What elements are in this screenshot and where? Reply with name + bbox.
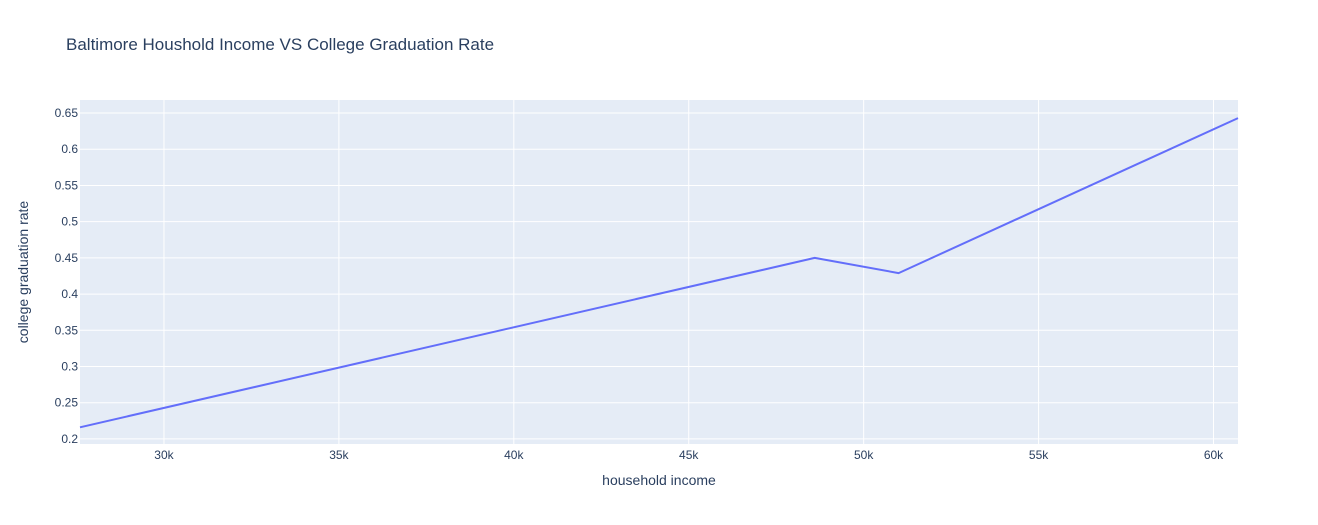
y-tick-label: 0.6: [61, 142, 78, 156]
y-tick-label: 0.55: [55, 178, 79, 192]
x-tick-label: 40k: [504, 448, 524, 462]
series-layer: [79, 117, 1239, 429]
y-tick-label: 0.25: [55, 396, 79, 410]
y-tick-label: 0.4: [61, 287, 78, 301]
chart-title: Baltimore Houshold Income VS College Gra…: [66, 35, 494, 54]
x-tick-label: 50k: [854, 448, 874, 462]
y-tick-label: 0.65: [55, 106, 79, 120]
plot-background: [80, 100, 1238, 444]
x-axis-ticks: 30k 35k 40k 45k 50k 55k 60k: [154, 448, 1224, 462]
y-tick-label: 0.2: [61, 432, 78, 446]
x-tick-label: 55k: [1029, 448, 1049, 462]
y-tick-label: 0.35: [55, 323, 79, 337]
x-tick-label: 35k: [329, 448, 349, 462]
x-tick-label: 45k: [679, 448, 699, 462]
y-tick-label: 0.3: [61, 360, 78, 374]
y-axis-label: college graduation rate: [15, 201, 31, 344]
y-axis-ticks: 0.2 0.25 0.3 0.35 0.4 0.45 0.5 0.55 0.6 0.65: [55, 106, 79, 446]
x-tick-label: 60k: [1204, 448, 1224, 462]
grid-lines: [80, 100, 1238, 444]
x-axis-label: household income: [602, 472, 716, 488]
series-line: [79, 117, 1239, 429]
y-tick-label: 0.45: [55, 251, 79, 265]
x-tick-label: 30k: [154, 448, 174, 462]
y-tick-label: 0.5: [61, 215, 78, 229]
